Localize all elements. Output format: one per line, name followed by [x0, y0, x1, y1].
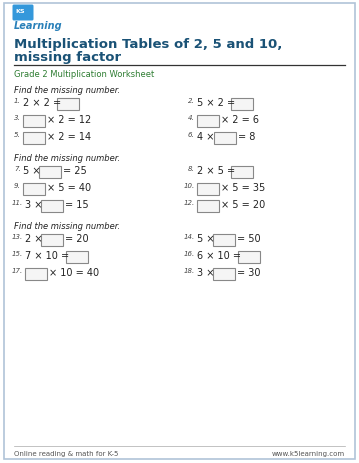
- Bar: [23, 184, 45, 195]
- Bar: [66, 251, 88, 263]
- Text: 2 × 2 =: 2 × 2 =: [23, 98, 61, 108]
- Text: 1.: 1.: [14, 98, 21, 104]
- Bar: [238, 251, 260, 263]
- Text: www.k5learning.com: www.k5learning.com: [272, 450, 345, 456]
- Text: 7.: 7.: [14, 166, 21, 172]
- Text: 6 × 10 =: 6 × 10 =: [197, 250, 241, 260]
- Bar: [231, 167, 253, 179]
- Text: 2 × 5 =: 2 × 5 =: [197, 166, 235, 175]
- Bar: [39, 167, 61, 179]
- Text: 6.: 6.: [188, 131, 195, 138]
- Text: S: S: [20, 9, 25, 14]
- Bar: [197, 184, 219, 195]
- Text: 14.: 14.: [184, 233, 195, 239]
- Text: Learning: Learning: [14, 21, 62, 31]
- Text: Grade 2 Multiplication Worksheet: Grade 2 Multiplication Worksheet: [14, 70, 154, 79]
- Text: × 10 = 40: × 10 = 40: [49, 268, 99, 277]
- Bar: [25, 269, 47, 281]
- Bar: [231, 99, 253, 111]
- Text: 5 × 2 =: 5 × 2 =: [197, 98, 235, 108]
- Text: 5 ×: 5 ×: [197, 233, 214, 244]
- Text: missing factor: missing factor: [14, 51, 121, 64]
- Text: × 2 = 14: × 2 = 14: [47, 131, 91, 142]
- Text: 3.: 3.: [14, 115, 21, 121]
- Text: 15.: 15.: [12, 250, 23, 257]
- Bar: [213, 269, 235, 281]
- Bar: [23, 116, 45, 128]
- Text: Multiplication Tables of 2, 5 and 10,: Multiplication Tables of 2, 5 and 10,: [14, 38, 283, 51]
- Text: Find the missing number.: Find the missing number.: [14, 86, 120, 95]
- Text: 11.: 11.: [12, 200, 23, 206]
- Text: 12.: 12.: [184, 200, 195, 206]
- Text: = 15: = 15: [65, 200, 89, 210]
- Text: Find the missing number.: Find the missing number.: [14, 154, 120, 163]
- Text: = 25: = 25: [63, 166, 87, 175]
- Text: Online reading & math for K-5: Online reading & math for K-5: [14, 450, 118, 456]
- Text: K: K: [15, 9, 20, 14]
- Text: = 50: = 50: [237, 233, 261, 244]
- Text: 7 × 10 =: 7 × 10 =: [25, 250, 69, 260]
- Bar: [41, 234, 63, 246]
- Text: × 2 = 6: × 2 = 6: [221, 115, 259, 125]
- Text: 4 ×: 4 ×: [197, 131, 214, 142]
- Text: 18.: 18.: [184, 268, 195, 274]
- Text: 16.: 16.: [184, 250, 195, 257]
- Text: × 5 = 20: × 5 = 20: [221, 200, 265, 210]
- Text: × 2 = 12: × 2 = 12: [47, 115, 91, 125]
- Text: 4.: 4.: [188, 115, 195, 121]
- Bar: [197, 116, 219, 128]
- Text: 2.: 2.: [188, 98, 195, 104]
- Bar: [214, 133, 236, 144]
- Text: 2 ×: 2 ×: [25, 233, 42, 244]
- Text: 3 ×: 3 ×: [25, 200, 42, 210]
- Text: 8.: 8.: [188, 166, 195, 172]
- Text: Find the missing number.: Find the missing number.: [14, 221, 120, 231]
- Text: 3 ×: 3 ×: [197, 268, 214, 277]
- Bar: [213, 234, 235, 246]
- Text: 10.: 10.: [184, 182, 195, 188]
- Text: 13.: 13.: [12, 233, 23, 239]
- Text: × 5 = 35: × 5 = 35: [221, 182, 265, 193]
- Bar: [23, 133, 45, 144]
- Text: 9.: 9.: [14, 182, 21, 188]
- Text: 5 ×: 5 ×: [23, 166, 41, 175]
- Text: × 5 = 40: × 5 = 40: [47, 182, 91, 193]
- Bar: [197, 200, 219, 213]
- Text: 17.: 17.: [12, 268, 23, 274]
- Text: = 20: = 20: [65, 233, 89, 244]
- FancyBboxPatch shape: [13, 6, 33, 21]
- Text: 5.: 5.: [14, 131, 21, 138]
- Text: = 30: = 30: [237, 268, 261, 277]
- Bar: [41, 200, 63, 213]
- Text: = 8: = 8: [238, 131, 255, 142]
- Bar: [57, 99, 79, 111]
